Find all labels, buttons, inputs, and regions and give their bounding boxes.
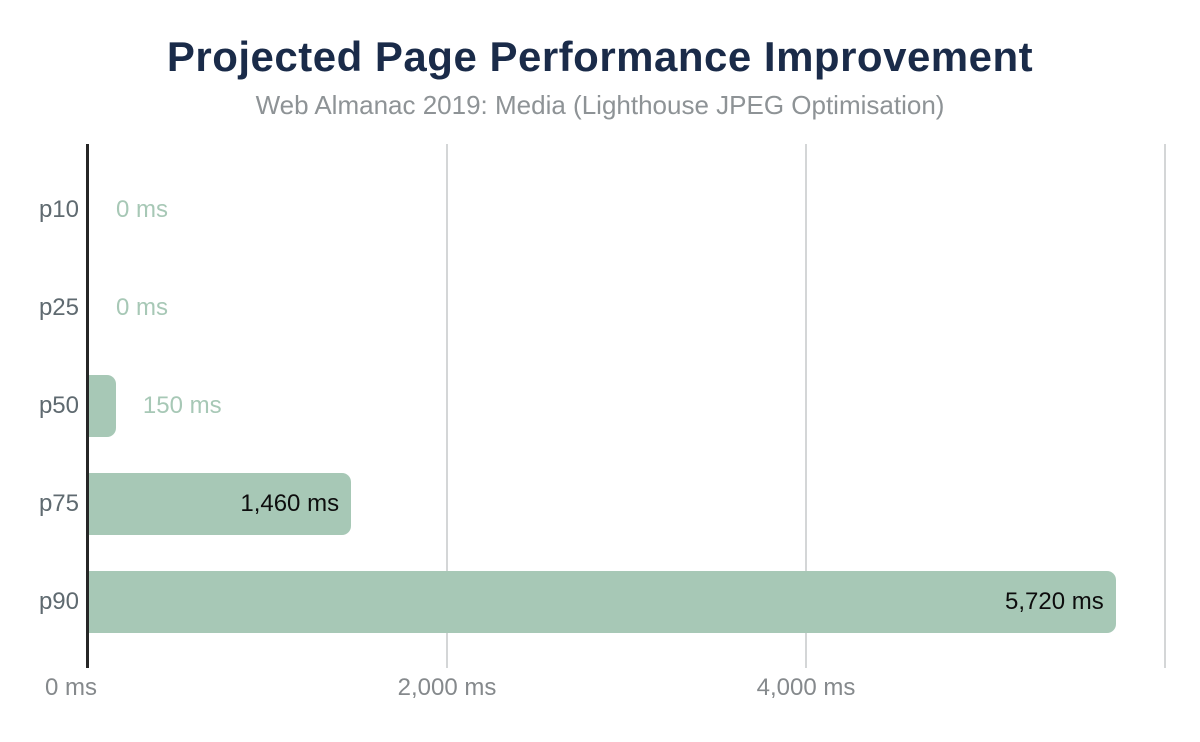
category-label-p75: p75 bbox=[38, 490, 79, 517]
value-label-p25: 0 ms bbox=[116, 294, 169, 321]
bar-p50 bbox=[89, 375, 116, 437]
gridline-2000ms bbox=[446, 144, 448, 668]
value-label-p90: 5,720 ms bbox=[1005, 588, 1104, 615]
gridline-4000ms bbox=[805, 144, 807, 668]
category-label-p90: p90 bbox=[38, 588, 79, 615]
x-tick-label-0ms: 0 ms bbox=[44, 674, 97, 701]
gridline-6000ms bbox=[1164, 144, 1166, 668]
category-label-p25: p25 bbox=[38, 294, 79, 321]
category-label-p10: p10 bbox=[38, 196, 79, 223]
value-label-p75: 1,460 ms bbox=[240, 490, 340, 517]
category-label-p50: p50 bbox=[38, 392, 79, 419]
y-axis-line bbox=[86, 144, 89, 668]
bar-p75 bbox=[89, 473, 352, 535]
chart-subtitle: Web Almanac 2019: Media (Lighthouse JPEG… bbox=[255, 90, 945, 120]
value-label-p50: 150 ms bbox=[142, 392, 222, 419]
x-tick-label-4000ms: 4,000 ms bbox=[756, 674, 856, 701]
x-tick-label-2000ms: 2,000 ms bbox=[397, 674, 497, 701]
chart-title: Projected Page Performance Improvement bbox=[166, 33, 1034, 80]
value-label-p10: 0 ms bbox=[116, 196, 169, 223]
bar-p90 bbox=[89, 571, 1116, 633]
